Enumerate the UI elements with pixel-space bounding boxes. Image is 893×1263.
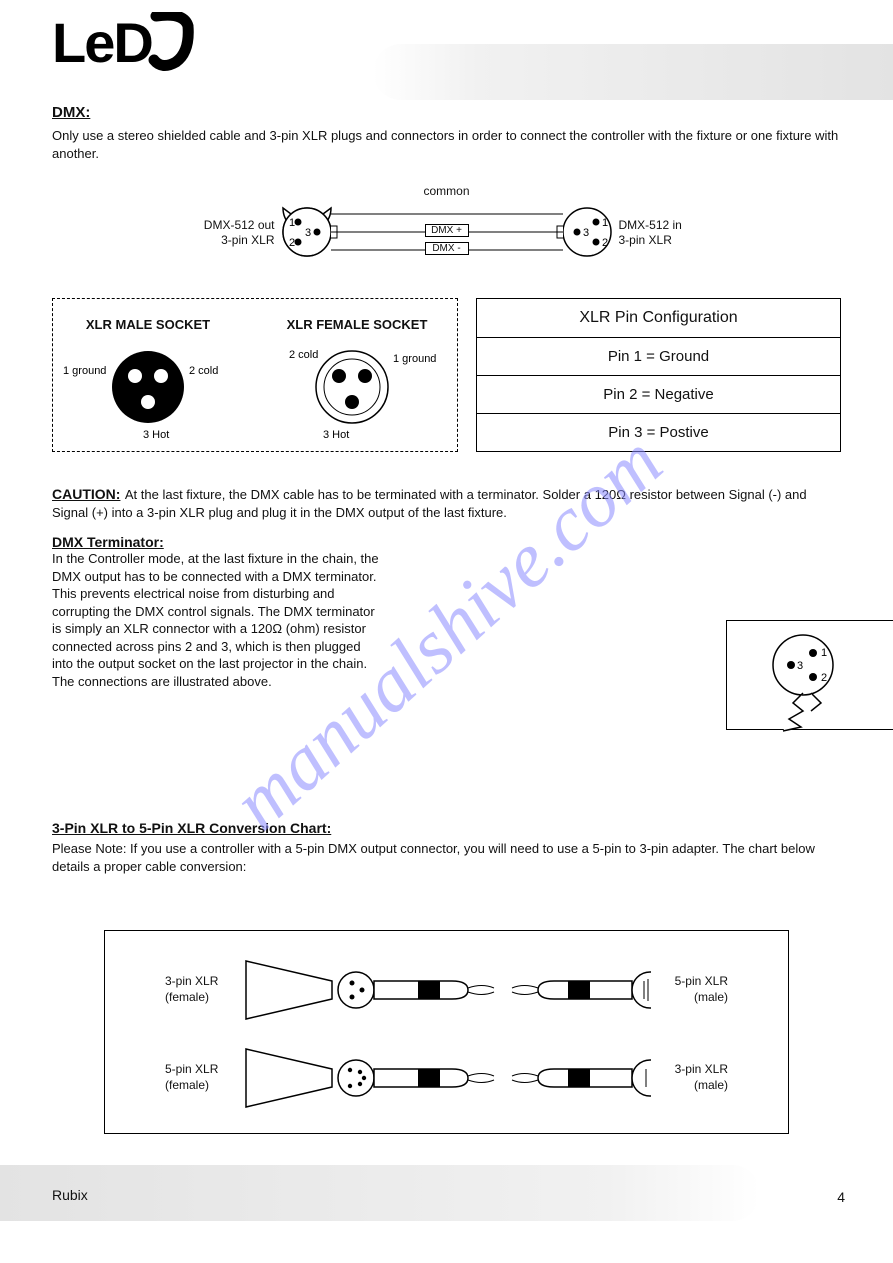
dmx-title: DMX: (52, 104, 841, 121)
dmx-cable-diagram: common DMX-512 out 3-pin XLR DMX-512 in … (167, 184, 727, 284)
svg-text:2: 2 (289, 237, 295, 249)
terminator-diagram-box: 1 2 3 (726, 620, 893, 730)
pin-conv-body: Please Note: If you use a controller wit… (52, 840, 841, 875)
pin-table-row: Pin 1 = Ground (477, 338, 840, 376)
page-number: 4 (837, 1189, 845, 1205)
page-header: LeD (0, 0, 893, 100)
page-content: DMX: Only use a stereo shielded cable an… (0, 104, 893, 690)
pin-table-row: Pin 2 = Negative (477, 376, 840, 414)
adapter-diagram-box: 3-pin XLR (female) 5-pin XLR (male) (104, 930, 789, 1134)
svg-text:3: 3 (797, 660, 803, 672)
logo-j-icon (152, 18, 204, 70)
female-socket-icon: 2 cold 1 ground 3 Hot (267, 332, 447, 442)
adapter-cable-1-icon (242, 957, 651, 1023)
adapter-r1-left: 3-pin XLR (female) (165, 974, 236, 1005)
xlr-pin-config-table: XLR Pin Configuration Pin 1 = Ground Pin… (476, 298, 841, 452)
male-socket-icon: 1 ground 2 cold 3 Hot (63, 332, 233, 442)
pin-table-row: Pin 3 = Postive (477, 414, 840, 451)
adapter-row-2: 5-pin XLR (female) 3-pin XLR (male) (165, 1045, 728, 1111)
terminator-body: In the Controller mode, at the last fixt… (52, 550, 382, 690)
svg-text:1: 1 (602, 217, 608, 229)
svg-text:2: 2 (602, 237, 608, 249)
adapter-cable-2-icon (242, 1045, 651, 1111)
svg-text:3: 3 (305, 227, 311, 239)
svg-text:3: 3 (583, 227, 589, 239)
header-stripe (373, 44, 893, 100)
svg-text:2: 2 (821, 672, 827, 684)
footer-stripe (0, 1165, 760, 1221)
male-socket-title: XLR MALE SOCKET (63, 317, 233, 332)
dmx-plus-label: DMX + (425, 224, 469, 237)
female-socket-title: XLR FEMALE SOCKET (267, 317, 447, 332)
dmx-para: Only use a stereo shielded cable and 3-p… (52, 127, 841, 162)
svg-text:1: 1 (289, 217, 295, 229)
adapter-r1-right: 5-pin XLR (male) (657, 974, 728, 1005)
xlr-sockets-box: XLR MALE SOCKET 1 ground 2 cold 3 Hot XL… (52, 298, 458, 452)
svg-text:3 Hot: 3 Hot (323, 429, 349, 441)
terminator-title: DMX Terminator: (52, 534, 841, 550)
pin-conv-title: 3-Pin XLR to 5-Pin XLR Conversion Chart: (52, 820, 841, 836)
logo-text: LeD (52, 18, 152, 68)
svg-text:2 cold: 2 cold (289, 349, 318, 361)
adapter-r2-left: 5-pin XLR (female) (165, 1062, 236, 1093)
footer-product: Rubix (52, 1187, 88, 1203)
svg-text:2 cold: 2 cold (189, 365, 218, 377)
svg-text:3 Hot: 3 Hot (143, 429, 169, 441)
adapter-row-1: 3-pin XLR (female) 5-pin XLR (male) (165, 957, 728, 1023)
pin-conversion-section: 3-Pin XLR to 5-Pin XLR Conversion Chart:… (52, 820, 841, 875)
dmx-minus-label: DMX - (425, 242, 469, 255)
svg-text:1 ground: 1 ground (63, 365, 106, 377)
adapter-r2-right: 3-pin XLR (male) (657, 1062, 728, 1093)
caution-text: At the last fixture, the DMX cable has t… (52, 487, 807, 520)
caution-title: CAUTION: (52, 486, 120, 502)
terminator-plug-icon: 1 2 3 (733, 623, 873, 733)
pin-table-header: XLR Pin Configuration (477, 299, 840, 338)
svg-text:1: 1 (821, 647, 827, 659)
svg-text:1 ground: 1 ground (393, 353, 436, 365)
